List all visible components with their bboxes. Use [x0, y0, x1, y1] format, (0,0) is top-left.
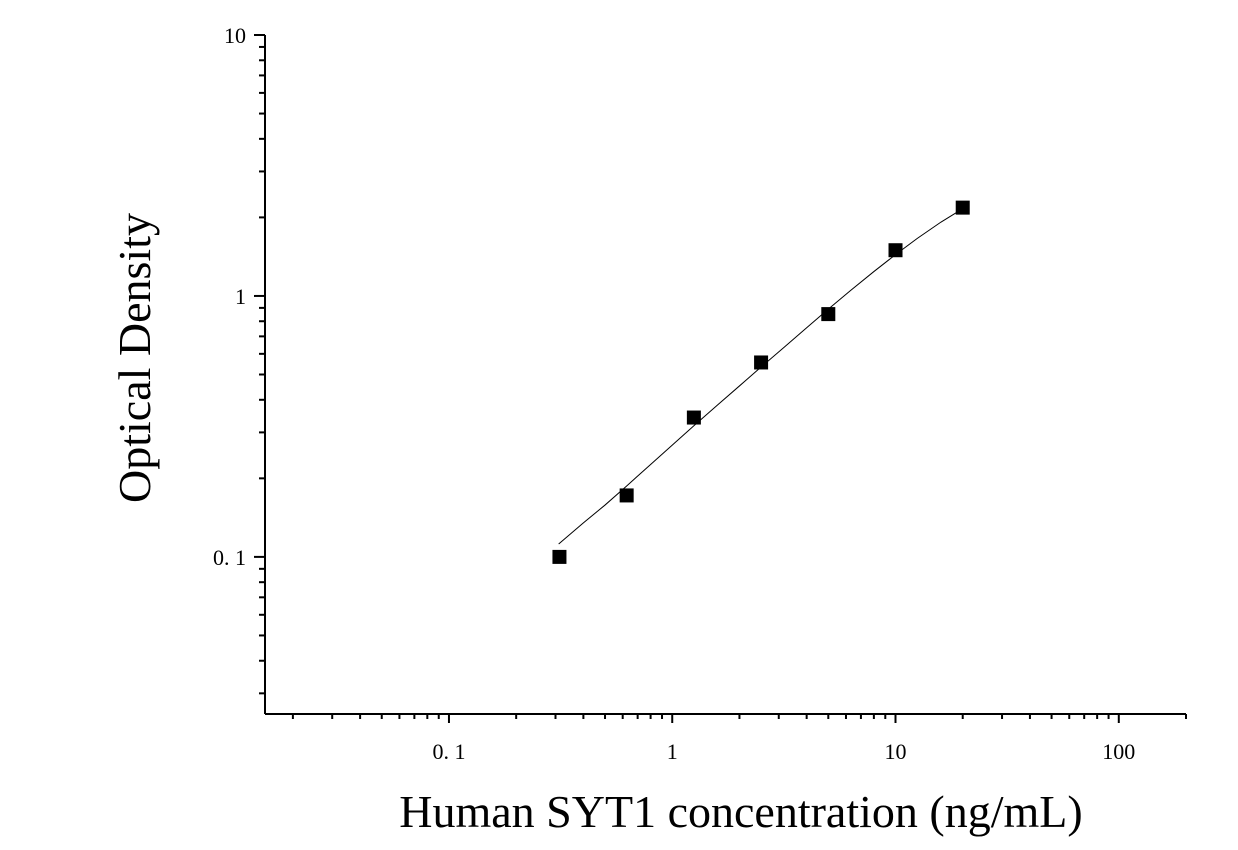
tick-labels: 0. 1 1 10 100 0. 1 1 10 [213, 23, 1135, 764]
axes [264, 35, 1186, 715]
data-point [619, 488, 634, 503]
fit-curve-line [558, 208, 963, 545]
data-point [552, 549, 567, 564]
axis-ticks [254, 34, 1187, 723]
y-axis-title: Optical Density [109, 213, 160, 503]
x-axis-title: Human SYT1 concentration (ng/mL) [399, 786, 1082, 837]
y-tick-label: 0. 1 [213, 545, 246, 570]
data-points [552, 200, 970, 564]
data-point [955, 200, 970, 215]
data-point [888, 243, 903, 258]
x-tick-label: 0. 1 [432, 739, 465, 764]
x-tick-label: 1 [667, 739, 678, 764]
data-point [821, 307, 836, 322]
data-point [686, 410, 701, 425]
y-tick-label: 1 [235, 284, 246, 309]
x-tick-label: 100 [1102, 739, 1135, 764]
data-point [754, 355, 769, 370]
y-tick-label: 10 [224, 23, 246, 48]
x-tick-label: 10 [885, 739, 907, 764]
